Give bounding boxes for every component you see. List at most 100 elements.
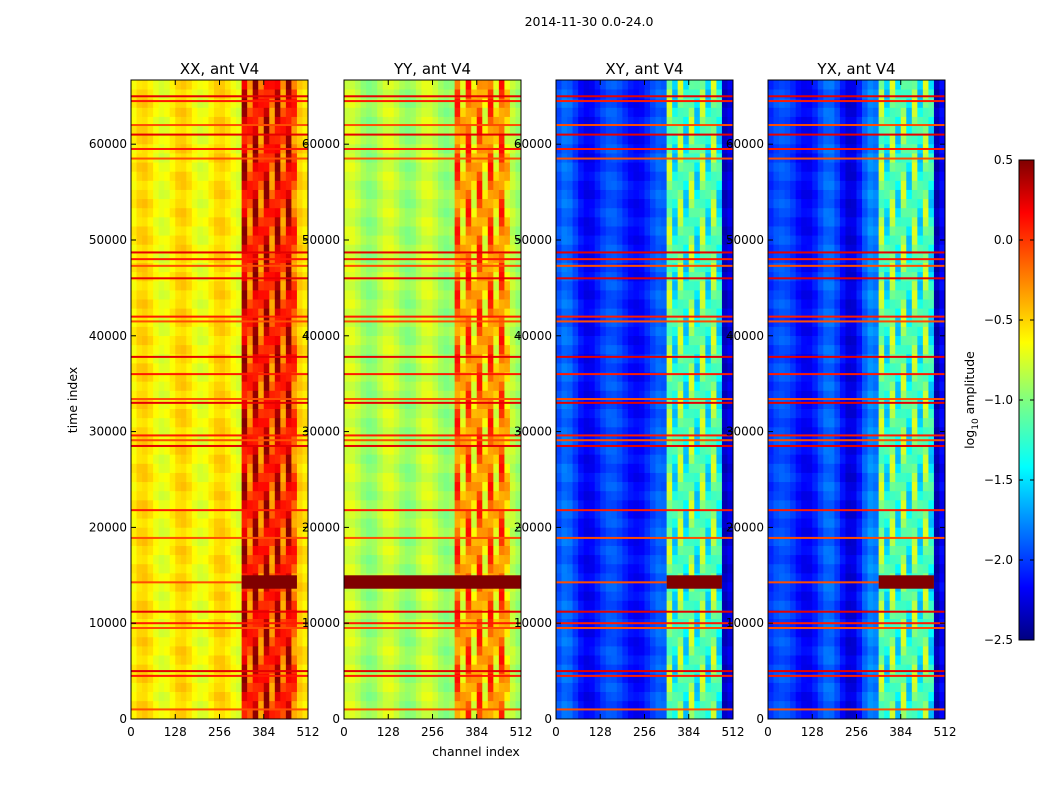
heatmap-cell bbox=[258, 518, 265, 528]
heatmap-cell bbox=[493, 664, 500, 674]
heatmap-cell bbox=[213, 390, 220, 400]
heatmap-cell bbox=[202, 353, 209, 364]
heatmap-cell bbox=[186, 107, 193, 117]
heatmap-cell bbox=[650, 664, 656, 674]
heatmap-cell bbox=[186, 417, 193, 428]
heatmap-cell bbox=[219, 125, 226, 136]
heatmap-cell bbox=[476, 700, 483, 711]
heatmap-cell bbox=[191, 408, 198, 419]
heatmap-cell bbox=[302, 244, 309, 254]
heatmap-cell bbox=[302, 116, 309, 127]
heatmap-cell bbox=[388, 207, 395, 218]
heatmap-cell bbox=[136, 600, 143, 610]
heatmap-cell bbox=[131, 308, 137, 318]
heatmap-cell bbox=[410, 673, 417, 683]
heatmap-cell bbox=[349, 700, 356, 711]
heatmap-cell bbox=[247, 481, 254, 492]
heatmap-cell bbox=[421, 80, 428, 90]
heatmap-cell bbox=[147, 116, 154, 127]
heatmap-cell bbox=[252, 563, 259, 574]
heatmap-cell bbox=[147, 445, 154, 455]
heatmap-cell bbox=[147, 426, 154, 437]
heatmap-cell bbox=[252, 180, 259, 190]
heatmap-cell bbox=[142, 198, 148, 209]
heatmap-cell bbox=[236, 454, 243, 464]
heatmap-cell bbox=[219, 463, 226, 473]
heatmap-cell bbox=[410, 299, 417, 309]
heatmap-cell bbox=[302, 645, 309, 656]
heatmap-cell bbox=[465, 344, 472, 355]
heatmap-cell bbox=[727, 655, 734, 665]
heatmap-cell bbox=[622, 709, 629, 720]
heatmap-cell bbox=[296, 673, 303, 683]
heatmap-cell bbox=[186, 289, 193, 300]
heatmap-cell bbox=[377, 472, 384, 483]
heatmap-cell bbox=[476, 372, 483, 382]
heatmap-cell bbox=[230, 655, 237, 665]
heatmap-cell bbox=[449, 682, 456, 693]
heatmap-cell bbox=[410, 189, 417, 200]
heatmap-cell bbox=[247, 344, 254, 355]
heatmap-cell bbox=[344, 289, 350, 300]
heatmap-cell bbox=[515, 381, 522, 391]
heatmap-cell bbox=[410, 226, 417, 236]
heatmap-cell bbox=[197, 408, 204, 419]
heatmap-cell bbox=[476, 645, 483, 656]
heatmap-cell bbox=[247, 655, 254, 665]
heatmap-cell bbox=[399, 673, 406, 683]
heatmap-cell bbox=[291, 682, 298, 693]
heatmap-cell bbox=[366, 226, 373, 236]
heatmap-cell bbox=[388, 472, 395, 483]
heatmap-cell bbox=[482, 545, 489, 556]
heatmap-cell bbox=[302, 545, 309, 556]
heatmap-cell bbox=[393, 226, 400, 236]
heatmap-cell bbox=[482, 408, 489, 419]
heatmap-cell bbox=[377, 481, 384, 492]
heatmap-cell bbox=[175, 609, 182, 619]
heatmap-cell bbox=[443, 162, 450, 172]
heatmap-cell bbox=[296, 472, 303, 483]
heatmap-cell bbox=[236, 235, 243, 245]
heatmap-cell bbox=[142, 216, 148, 227]
heatmap-cell bbox=[269, 700, 276, 711]
heatmap-cell bbox=[302, 591, 309, 601]
heatmap-cell bbox=[208, 709, 215, 720]
heatmap-cell bbox=[136, 417, 143, 428]
heatmap-cell bbox=[504, 709, 511, 720]
heatmap-cell bbox=[230, 244, 237, 254]
heatmap-cell bbox=[471, 673, 478, 683]
heatmap-cell bbox=[164, 171, 171, 181]
heatmap-cell bbox=[432, 107, 439, 117]
heatmap-cell bbox=[454, 627, 461, 638]
heatmap-cell bbox=[465, 509, 472, 519]
heatmap-cell bbox=[465, 426, 472, 437]
heatmap-cell bbox=[471, 171, 478, 181]
heatmap-cell bbox=[344, 207, 350, 218]
heatmap-cell bbox=[415, 390, 422, 400]
heatmap-cell bbox=[291, 226, 298, 236]
heatmap-cell bbox=[426, 116, 433, 127]
heatmap-cell bbox=[415, 134, 422, 145]
heatmap-cell bbox=[382, 563, 389, 574]
heatmap-cell bbox=[258, 335, 265, 346]
heatmap-cell bbox=[377, 536, 384, 546]
heatmap-cell bbox=[147, 289, 154, 300]
heatmap-cell bbox=[263, 408, 270, 419]
panel-0: XX, ant V40 128 256 384 51201000020000300004… bbox=[89, 60, 320, 739]
heatmap-cell bbox=[377, 664, 384, 674]
heatmap-cell bbox=[164, 417, 171, 428]
heatmap-cell bbox=[241, 353, 248, 364]
heatmap-cell bbox=[493, 326, 500, 336]
heatmap-cell bbox=[230, 591, 237, 601]
heatmap-cell bbox=[415, 536, 422, 546]
heatmap-cell bbox=[465, 472, 472, 483]
heatmap-cell bbox=[355, 426, 361, 437]
heatmap-cell bbox=[252, 216, 259, 227]
heatmap-cell bbox=[426, 545, 433, 556]
heatmap-cell bbox=[465, 207, 472, 218]
heatmap-cell bbox=[449, 189, 456, 200]
heatmap-cell bbox=[225, 299, 231, 309]
heatmap-cell bbox=[482, 536, 489, 546]
heatmap-cell bbox=[360, 107, 367, 117]
heatmap-cell bbox=[410, 563, 417, 574]
